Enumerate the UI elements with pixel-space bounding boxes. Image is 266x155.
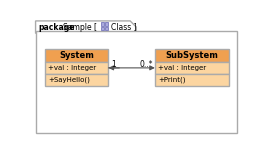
Text: package: package (39, 23, 75, 32)
Text: Class ]: Class ] (111, 23, 136, 32)
Text: Sample [: Sample [ (64, 23, 97, 32)
Bar (155, 49, 228, 62)
Text: +SayHello(): +SayHello() (48, 77, 90, 83)
Bar (105, 22, 109, 26)
Text: SubSystem: SubSystem (165, 51, 218, 60)
Bar (101, 22, 104, 26)
Polygon shape (36, 21, 136, 33)
Text: 0..*: 0..* (139, 60, 153, 69)
Bar (36, 31, 237, 133)
Text: +val : Integer: +val : Integer (48, 65, 96, 71)
Text: 1: 1 (111, 60, 116, 69)
Text: +Print(): +Print() (158, 77, 185, 83)
Bar (45, 49, 109, 62)
Bar (155, 74, 228, 86)
Bar (45, 62, 109, 74)
Bar (105, 27, 109, 30)
Bar (155, 62, 228, 74)
Bar (45, 74, 109, 86)
Text: System: System (59, 51, 94, 60)
Bar (101, 27, 104, 30)
Text: +val : Integer: +val : Integer (158, 65, 206, 71)
